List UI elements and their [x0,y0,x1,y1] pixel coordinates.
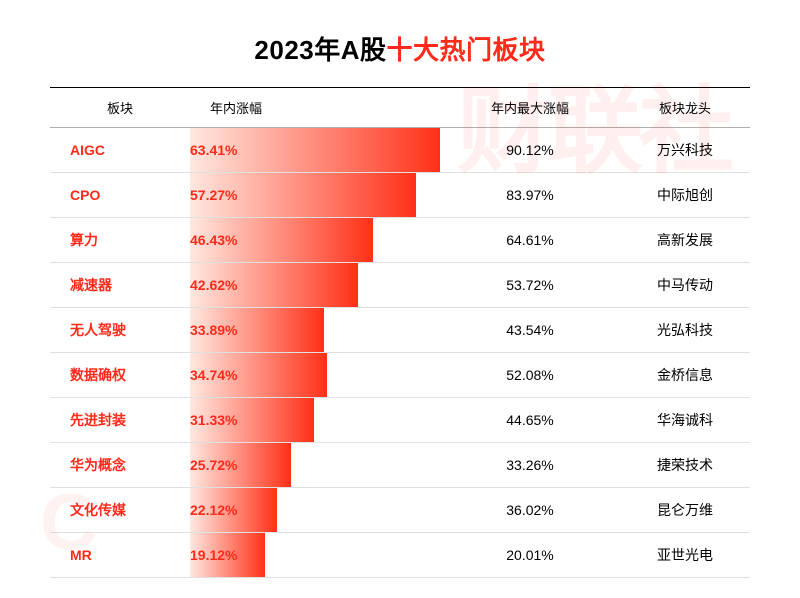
cell-max: 43.54% [440,322,620,338]
cell-sector: MR [50,547,190,563]
cell-ytd: 57.27% [190,187,440,203]
cell-leader: 中际旭创 [620,185,750,205]
table-row: 先进封装31.33%44.65%华海诚科 [50,398,750,443]
cell-ytd: 19.12% [190,547,440,563]
cell-max: 44.65% [440,412,620,428]
table-row: 文化传媒22.12%36.02%昆仑万维 [50,488,750,533]
cell-ytd: 63.41% [190,142,440,158]
cell-sector: AIGC [50,142,190,158]
cell-max: 83.97% [440,187,620,203]
cell-max: 36.02% [440,502,620,518]
cell-max: 64.61% [440,232,620,248]
table-row: 华为概念25.72%33.26%捷荣技术 [50,443,750,488]
chart-title: 2023年A股十大热门板块 [50,30,750,67]
col-header-max: 年内最大涨幅 [440,98,620,117]
title-prefix: 2023年A股 [254,35,386,65]
cell-max: 52.08% [440,367,620,383]
cell-leader: 中马传动 [620,275,750,295]
col-header-sector: 板块 [50,98,190,117]
title-highlight: 十大热门板块 [387,35,546,65]
cell-sector: 减速器 [50,275,190,295]
cell-leader: 亚世光电 [620,545,750,565]
table-row: AIGC63.41%90.12%万兴科技 [50,128,750,173]
cell-ytd: 34.74% [190,367,440,383]
table-row: CPO57.27%83.97%中际旭创 [50,173,750,218]
cell-leader: 万兴科技 [620,140,750,160]
cell-leader: 捷荣技术 [620,455,750,475]
cell-max: 33.26% [440,457,620,473]
cell-sector: CPO [50,187,190,203]
cell-leader: 光弘科技 [620,320,750,340]
cell-ytd: 46.43% [190,232,440,248]
table-row: 减速器42.62%53.72%中马传动 [50,263,750,308]
cell-sector: 算力 [50,230,190,250]
sectors-table: 板块 年内涨幅 年内最大涨幅 板块龙头 AIGC63.41%90.12%万兴科技… [50,87,750,578]
cell-sector: 文化传媒 [50,500,190,520]
cell-leader: 高新发展 [620,230,750,250]
cell-ytd: 22.12% [190,502,440,518]
cell-sector: 数据确权 [50,365,190,385]
cell-ytd: 33.89% [190,322,440,338]
table-row: MR19.12%20.01%亚世光电 [50,533,750,578]
cell-ytd: 25.72% [190,457,440,473]
cell-leader: 昆仑万维 [620,500,750,520]
cell-max: 53.72% [440,277,620,293]
table-row: 数据确权34.74%52.08%金桥信息 [50,353,750,398]
col-header-leader: 板块龙头 [620,98,750,117]
cell-sector: 先进封装 [50,410,190,430]
table-header: 板块 年内涨幅 年内最大涨幅 板块龙头 [50,87,750,128]
table-row: 算力46.43%64.61%高新发展 [50,218,750,263]
cell-ytd: 42.62% [190,277,440,293]
cell-leader: 金桥信息 [620,365,750,385]
cell-ytd: 31.33% [190,412,440,428]
cell-max: 90.12% [440,142,620,158]
col-header-ytd: 年内涨幅 [190,98,440,117]
table-body: AIGC63.41%90.12%万兴科技CPO57.27%83.97%中际旭创算… [50,128,750,578]
table-row: 无人驾驶33.89%43.54%光弘科技 [50,308,750,353]
cell-sector: 华为概念 [50,455,190,475]
cell-sector: 无人驾驶 [50,320,190,340]
cell-leader: 华海诚科 [620,410,750,430]
cell-max: 20.01% [440,547,620,563]
